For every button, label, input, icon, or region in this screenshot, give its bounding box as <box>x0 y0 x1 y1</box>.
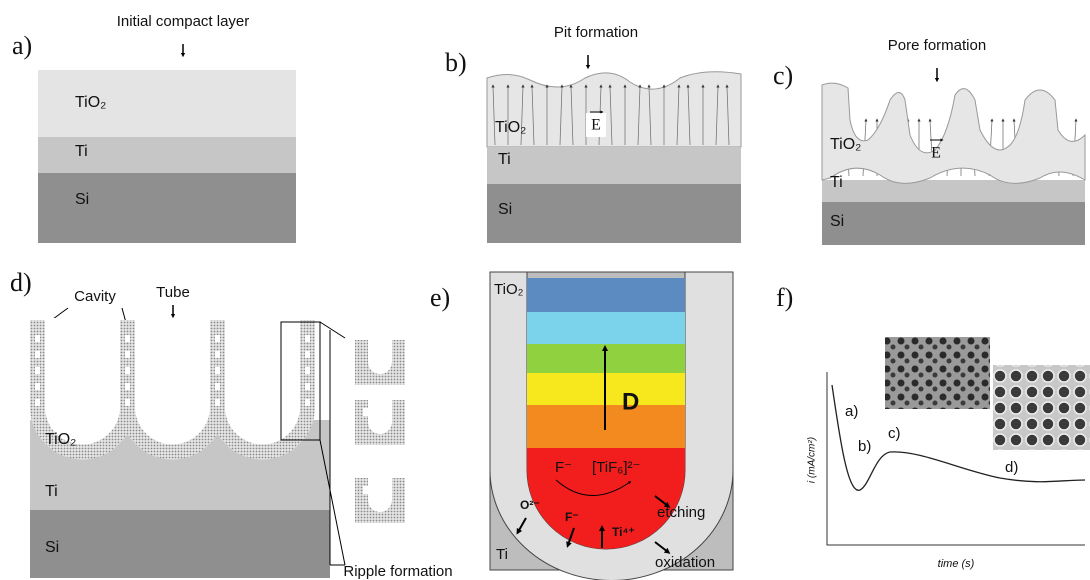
layer-label: Ti <box>75 143 88 160</box>
cavity <box>125 335 130 342</box>
cavity <box>125 399 130 406</box>
si-layer <box>487 184 741 243</box>
tio2-layer <box>822 83 1085 183</box>
panel-label: d) <box>10 268 32 297</box>
layer-label: TiO₂ <box>75 94 106 111</box>
layer-label: TiO₂ <box>495 119 526 136</box>
cavity <box>215 367 220 374</box>
cavity <box>305 351 310 358</box>
layer-label: Si <box>75 191 89 208</box>
tube-interior <box>135 318 210 444</box>
caption: Pore formation <box>888 37 986 54</box>
ripple-cavity <box>363 486 369 494</box>
panel-f: f) i (mA/cm²) time (s) a) b) c) d) <box>776 283 1090 570</box>
caption: Initial compact layer <box>117 13 250 30</box>
panel-label: e) <box>430 283 450 312</box>
tube-interior <box>225 318 300 445</box>
band <box>527 312 685 344</box>
panel-label: a) <box>12 31 32 60</box>
stage-label: c) <box>888 425 901 442</box>
cavity <box>125 367 130 374</box>
species: F⁻ <box>555 459 572 476</box>
si-layer <box>822 202 1085 245</box>
layer-label: TiO₂ <box>830 136 861 153</box>
y-axis-label: i (mA/cm²) <box>807 437 818 483</box>
process: oxidation <box>655 554 715 571</box>
layer-label: Si <box>45 539 59 556</box>
cavity <box>35 367 40 374</box>
cavity <box>215 383 220 390</box>
cavity <box>305 399 310 406</box>
process: etching <box>657 504 705 521</box>
sem-image <box>885 337 990 409</box>
ripple-inset <box>355 340 405 385</box>
layer-label: Ti <box>498 151 511 168</box>
panel-c: c) Pore formation TiO₂ Ti Si E <box>773 37 1085 245</box>
cavity <box>35 399 40 406</box>
layer-label: TiO₂ <box>45 431 76 448</box>
cavity <box>35 383 40 390</box>
panel-a: a) Initial compact layer TiO₂ Ti Si <box>12 13 296 243</box>
si-layer <box>30 510 330 578</box>
band <box>527 278 685 312</box>
cavity <box>215 399 220 406</box>
tube-wall <box>300 320 315 410</box>
arrow-label: D <box>622 388 639 415</box>
cavity <box>305 383 310 390</box>
layer-label: Si <box>498 201 512 218</box>
ripple-inset <box>355 400 405 445</box>
cavity <box>125 383 130 390</box>
panel-b: b) Pit formation TiO₂ Ti Si E <box>445 24 741 243</box>
cavity <box>305 335 310 342</box>
layer-label: Si <box>830 213 844 230</box>
field-label: E <box>591 117 601 134</box>
field-label: E <box>931 145 941 162</box>
layer-label: Ti <box>45 483 58 500</box>
stage-label: a) <box>845 403 858 420</box>
cavity <box>35 351 40 358</box>
panel-e: e) D TiO₂ Ti F⁻ [TiF₆]²⁻ O²⁻ F⁻ Ti⁴⁺ etc… <box>430 272 733 580</box>
layer-label: Ti <box>496 546 508 563</box>
stage-label: d) <box>1005 459 1018 476</box>
caption: Pit formation <box>554 24 638 41</box>
ti-layer <box>822 180 1085 202</box>
stage-label: b) <box>858 438 871 455</box>
annotation: Tube <box>156 284 190 301</box>
cavity <box>35 335 40 342</box>
annotation: Cavity <box>74 288 116 305</box>
figure: a) Initial compact layer TiO₂ Ti Si b) P… <box>0 0 1090 580</box>
panel-label: f) <box>776 283 793 312</box>
species: O²⁻ <box>520 498 540 512</box>
cavity <box>125 351 130 358</box>
layer-label: TiO₂ <box>494 281 524 298</box>
x-axis-label: time (s) <box>938 558 975 570</box>
layer-label: Ti <box>830 174 843 191</box>
panel-label: c) <box>773 61 793 90</box>
species: F⁻ <box>565 510 579 524</box>
tube-interior <box>45 318 120 445</box>
ti-layer <box>487 147 741 184</box>
species: Ti⁴⁺ <box>612 525 635 539</box>
sem-image <box>993 365 1090 450</box>
cavity <box>305 367 310 374</box>
species: [TiF₆]²⁻ <box>592 459 640 476</box>
caption: Ripple formation <box>343 563 452 580</box>
panel-label: b) <box>445 48 467 77</box>
panel-d: d) Cavity Tube TiO₂ Ti Si Ripple formati… <box>10 268 453 580</box>
cavity <box>215 335 220 342</box>
ripple-inset <box>355 478 405 523</box>
cavity <box>215 351 220 358</box>
ripple-cavity <box>363 408 369 416</box>
